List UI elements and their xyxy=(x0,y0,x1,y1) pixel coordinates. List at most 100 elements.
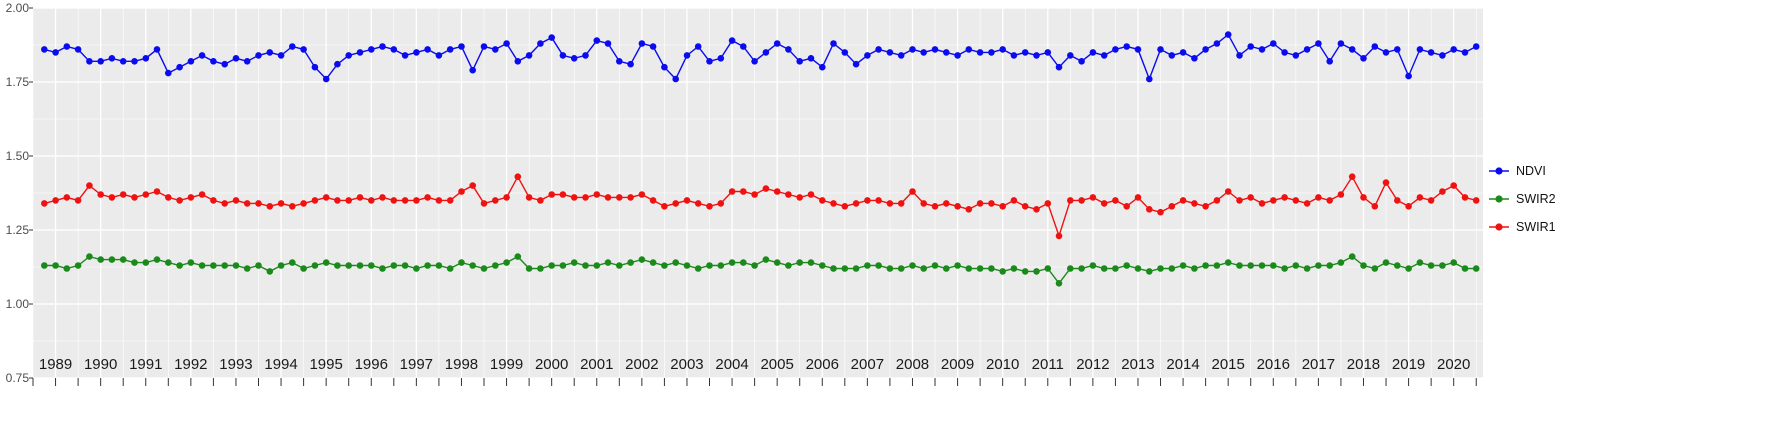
data-point xyxy=(1247,262,1254,269)
y-axis-tick-label: 2.00 xyxy=(6,1,30,15)
data-point xyxy=(920,49,927,56)
data-point xyxy=(345,197,353,204)
data-point xyxy=(909,188,916,195)
data-point xyxy=(616,58,623,65)
data-point xyxy=(909,46,916,53)
data-point xyxy=(1021,203,1029,210)
data-point xyxy=(1337,259,1345,266)
data-point xyxy=(954,262,961,269)
x-axis-tick-label: 1989 xyxy=(39,356,72,373)
x-axis-tick-label: 1994 xyxy=(264,356,297,373)
legend-label-swir1: SWIR1 xyxy=(1516,220,1556,234)
data-point xyxy=(52,197,59,204)
data-point xyxy=(356,194,364,201)
data-point xyxy=(108,256,116,263)
data-point xyxy=(852,60,860,68)
data-point xyxy=(97,256,104,263)
data-point xyxy=(672,75,679,83)
data-point xyxy=(1270,197,1277,204)
y-axis-labels: 2.00 1.75 1.50 1.25 1.00 0.75 xyxy=(6,1,30,385)
data-point xyxy=(988,200,995,207)
data-point xyxy=(1315,194,1322,201)
data-point xyxy=(1236,52,1243,59)
data-point xyxy=(1348,253,1356,260)
data-point xyxy=(1202,262,1209,269)
data-point xyxy=(1134,46,1142,53)
data-point xyxy=(1100,265,1108,272)
x-axis-tick-label: 1996 xyxy=(355,356,388,373)
data-point xyxy=(897,200,905,207)
data-point xyxy=(1123,262,1130,269)
data-point xyxy=(604,259,612,266)
data-point xyxy=(368,197,375,204)
data-point xyxy=(570,55,578,62)
data-point xyxy=(165,194,172,201)
data-point xyxy=(1360,55,1367,62)
data-point xyxy=(1100,52,1108,59)
data-point xyxy=(796,194,803,201)
x-axis-tick-label: 2003 xyxy=(670,356,703,373)
x-axis-tick-label: 2004 xyxy=(715,356,748,373)
data-point xyxy=(187,58,195,65)
y-axis-tick-label: 1.75 xyxy=(6,75,30,89)
data-point xyxy=(119,58,127,65)
data-point xyxy=(694,43,702,50)
data-point xyxy=(909,262,916,269)
data-point xyxy=(1021,49,1029,56)
data-point xyxy=(988,49,995,56)
data-point xyxy=(424,46,431,53)
data-point xyxy=(999,203,1006,210)
data-point xyxy=(897,52,905,59)
data-point xyxy=(311,63,319,71)
data-point xyxy=(221,200,228,207)
data-point xyxy=(255,262,262,269)
data-point xyxy=(334,262,341,269)
data-point xyxy=(875,262,882,269)
swir2-key-icon xyxy=(1488,191,1510,207)
data-point xyxy=(751,58,758,65)
data-point xyxy=(875,197,882,204)
data-point xyxy=(255,200,262,207)
data-point xyxy=(1044,49,1052,56)
data-point xyxy=(537,265,544,272)
series-swir2 xyxy=(41,253,1480,287)
data-point xyxy=(1157,208,1164,216)
data-point xyxy=(593,262,601,269)
data-point xyxy=(706,262,713,269)
data-point xyxy=(1303,265,1311,272)
data-point xyxy=(931,46,939,53)
data-point xyxy=(864,197,871,204)
data-point xyxy=(458,43,465,50)
data-point xyxy=(198,191,206,198)
data-point xyxy=(266,268,274,275)
data-point xyxy=(864,262,871,269)
data-point xyxy=(1450,182,1457,189)
data-point xyxy=(1326,197,1333,204)
data-point xyxy=(1439,262,1446,269)
legend-item-swir1: SWIR1 xyxy=(1488,219,1556,235)
data-point xyxy=(1157,265,1164,272)
data-point xyxy=(661,63,668,71)
data-point xyxy=(322,194,330,201)
data-point xyxy=(1078,265,1085,272)
data-point xyxy=(74,262,82,269)
data-point xyxy=(131,58,138,65)
y-axis-tick-label: 1.25 xyxy=(6,223,30,237)
data-point xyxy=(1134,265,1142,272)
data-point xyxy=(830,200,837,207)
data-point xyxy=(548,191,555,198)
data-point xyxy=(762,185,770,192)
data-point xyxy=(322,75,330,83)
data-point xyxy=(435,52,443,59)
x-axis-tick-label: 2006 xyxy=(806,356,839,373)
data-point xyxy=(762,49,770,56)
x-axis-tick-label: 2013 xyxy=(1121,356,1154,373)
data-point xyxy=(570,194,578,201)
data-point xyxy=(74,197,82,204)
data-point xyxy=(153,256,161,263)
data-point xyxy=(740,188,747,195)
data-point xyxy=(1292,52,1300,59)
data-point xyxy=(627,194,634,201)
data-point xyxy=(1315,262,1322,269)
data-point xyxy=(1044,200,1052,207)
